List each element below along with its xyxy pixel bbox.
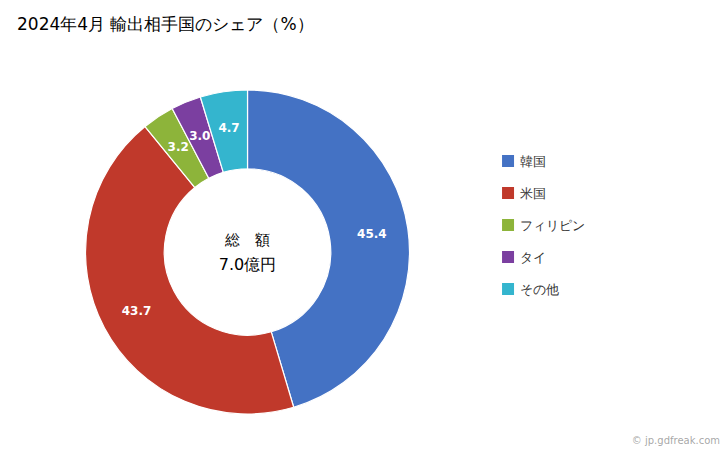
svg-text:総 額: 総 額: [224, 231, 270, 249]
svg-text:2024年4月 輸出相手国のシェア（%）: 2024年4月 輸出相手国のシェア（%）: [17, 14, 314, 34]
svg-text:7.0億円: 7.0億円: [219, 255, 276, 274]
svg-text:その他: その他: [520, 282, 559, 297]
svg-text:韓国: 韓国: [520, 154, 546, 169]
svg-text:3.0: 3.0: [189, 129, 210, 143]
svg-text:タイ: タイ: [520, 250, 546, 265]
svg-text:米国: 米国: [520, 186, 546, 201]
svg-text:フィリピン: フィリピン: [520, 218, 585, 233]
svg-text:3.2: 3.2: [168, 140, 189, 154]
svg-text:45.4: 45.4: [357, 227, 387, 241]
svg-text:© jp.gdfreak.com: © jp.gdfreak.com: [632, 435, 720, 446]
svg-text:43.7: 43.7: [122, 304, 152, 318]
svg-text:4.7: 4.7: [218, 121, 239, 135]
